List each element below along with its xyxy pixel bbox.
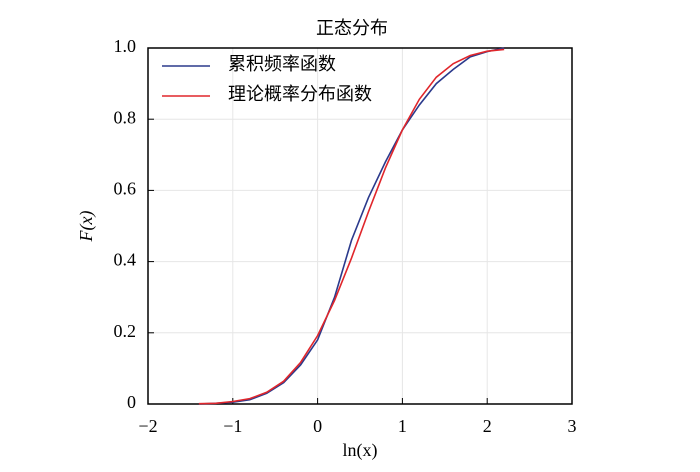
line-series xyxy=(198,48,505,405)
y-tick-label: 0.2 xyxy=(114,321,137,341)
y-tick-label: 1.0 xyxy=(114,36,137,56)
y-tick-label: 0.4 xyxy=(114,250,137,270)
plot-frame xyxy=(147,47,573,405)
y-tick-label: 0.6 xyxy=(114,179,137,199)
x-tick-label: 0 xyxy=(313,416,322,436)
legend-label: 累积频率函数 xyxy=(228,54,336,74)
x-tick-label: 2 xyxy=(483,416,492,436)
x-tick-label: 1 xyxy=(398,416,407,436)
line-series xyxy=(198,47,505,405)
chart-title: 正态分布 xyxy=(316,18,388,38)
x-tick-label: −1 xyxy=(223,416,242,436)
y-axis-label: F(x) xyxy=(76,211,97,243)
y-tick-label: 0.8 xyxy=(114,107,137,127)
x-axis-label: ln(x) xyxy=(343,440,378,461)
x-tick-label: −2 xyxy=(138,416,157,436)
x-tick-label: 3 xyxy=(568,416,577,436)
y-tick-label: 0 xyxy=(127,392,136,412)
legend-label: 理论概率分布函数 xyxy=(228,84,372,104)
